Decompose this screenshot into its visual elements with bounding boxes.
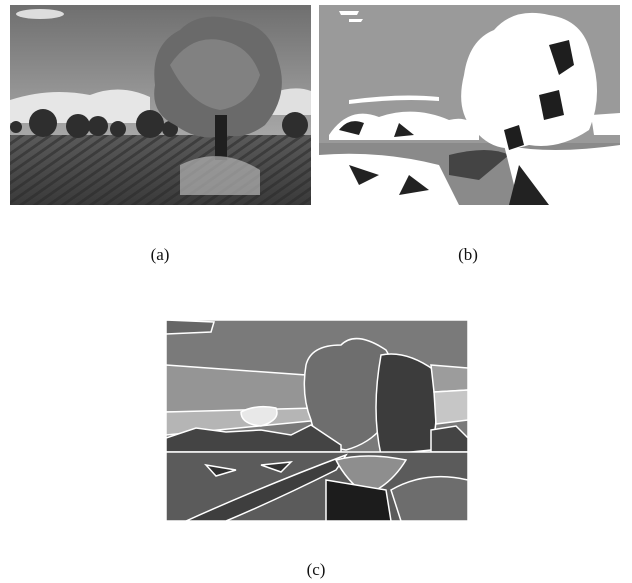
photo-original [10,5,311,205]
panel-label: (a) [151,245,170,265]
photo-binarized [319,5,620,205]
panel-label: (c) [307,560,326,580]
figure: {"figure": {"panels": [{"label": "(a)"},… [0,0,632,583]
photo-segmented [166,320,468,521]
panel-label: (b) [458,245,478,265]
